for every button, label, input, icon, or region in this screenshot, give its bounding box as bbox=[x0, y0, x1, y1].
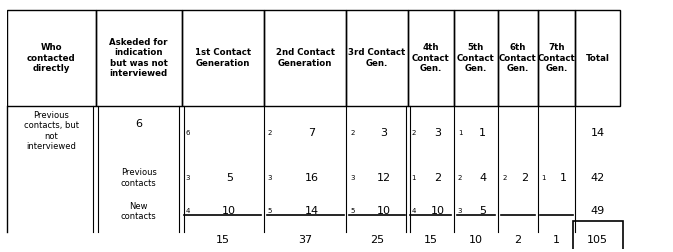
Text: 2: 2 bbox=[268, 130, 273, 136]
Text: Previous
contacts: Previous contacts bbox=[120, 168, 157, 187]
Text: 14: 14 bbox=[305, 206, 319, 216]
Text: 14: 14 bbox=[591, 129, 605, 138]
Text: 2: 2 bbox=[514, 235, 522, 245]
Text: 3: 3 bbox=[186, 175, 190, 181]
Text: 4: 4 bbox=[186, 208, 190, 214]
Text: Who
contacted
directly: Who contacted directly bbox=[27, 43, 75, 73]
Text: Previous
contacts, but
not
interviewed: Previous contacts, but not interviewed bbox=[24, 111, 79, 151]
Text: Total: Total bbox=[586, 54, 610, 62]
Text: 3rd Contact
Gen.: 3rd Contact Gen. bbox=[349, 48, 406, 68]
Text: 1: 1 bbox=[458, 130, 462, 136]
Text: 1: 1 bbox=[553, 235, 560, 245]
Text: 16: 16 bbox=[305, 173, 319, 183]
Text: 2: 2 bbox=[351, 130, 355, 136]
Text: 2: 2 bbox=[412, 130, 416, 136]
Text: 12: 12 bbox=[377, 173, 391, 183]
Text: 15: 15 bbox=[424, 235, 438, 245]
Text: 3: 3 bbox=[434, 129, 441, 138]
Text: 3: 3 bbox=[458, 208, 462, 214]
Text: 1: 1 bbox=[412, 175, 416, 181]
Text: 2: 2 bbox=[458, 175, 462, 181]
Text: Askeded for
indication
but was not
interviewed: Askeded for indication but was not inter… bbox=[110, 38, 168, 78]
Text: 3: 3 bbox=[380, 129, 387, 138]
Bar bbox=[575, 10, 620, 106]
Text: 6: 6 bbox=[135, 118, 142, 129]
Text: 10: 10 bbox=[469, 235, 483, 245]
Text: 10: 10 bbox=[431, 206, 444, 216]
Text: 5: 5 bbox=[351, 208, 355, 214]
Text: 37: 37 bbox=[298, 235, 312, 245]
Text: 1: 1 bbox=[479, 129, 486, 138]
Text: 4: 4 bbox=[479, 173, 486, 183]
Text: 105: 105 bbox=[587, 235, 608, 245]
Text: 15: 15 bbox=[216, 235, 229, 245]
Text: 1: 1 bbox=[559, 173, 567, 183]
Text: 6th
Contact
Gen.: 6th Contact Gen. bbox=[499, 43, 537, 73]
Bar bbox=[538, 10, 575, 106]
Text: 2: 2 bbox=[434, 173, 441, 183]
Text: 1st Contact
Generation: 1st Contact Generation bbox=[194, 48, 251, 68]
Bar bbox=[408, 10, 454, 106]
Bar bbox=[573, 221, 623, 252]
Text: 6: 6 bbox=[186, 130, 190, 136]
Bar bbox=[498, 10, 538, 106]
Text: 1: 1 bbox=[542, 175, 546, 181]
Text: 7th
Contact
Gen.: 7th Contact Gen. bbox=[538, 43, 575, 73]
Bar bbox=[454, 10, 498, 106]
Bar bbox=[182, 10, 264, 106]
Text: 4th
Contact
Gen.: 4th Contact Gen. bbox=[412, 43, 450, 73]
Text: 5: 5 bbox=[268, 208, 273, 214]
Text: 4: 4 bbox=[412, 208, 416, 214]
Text: 2: 2 bbox=[521, 173, 528, 183]
Text: 10: 10 bbox=[377, 206, 390, 216]
Bar bbox=[347, 10, 408, 106]
Text: 7: 7 bbox=[308, 129, 316, 138]
Text: 25: 25 bbox=[370, 235, 384, 245]
Text: 42: 42 bbox=[590, 173, 605, 183]
Text: 5: 5 bbox=[226, 173, 233, 183]
Text: 3: 3 bbox=[268, 175, 273, 181]
Text: New
contacts: New contacts bbox=[120, 202, 157, 221]
Bar bbox=[264, 10, 347, 106]
Text: 2: 2 bbox=[502, 175, 506, 181]
Text: 3: 3 bbox=[351, 175, 355, 181]
Text: 10: 10 bbox=[222, 206, 236, 216]
Bar bbox=[96, 10, 182, 106]
Text: 5th
Contact
Gen.: 5th Contact Gen. bbox=[457, 43, 495, 73]
Text: 2nd Contact
Generation: 2nd Contact Generation bbox=[276, 48, 334, 68]
Bar bbox=[7, 10, 96, 106]
Text: 5: 5 bbox=[479, 206, 486, 216]
Text: 49: 49 bbox=[590, 206, 605, 216]
